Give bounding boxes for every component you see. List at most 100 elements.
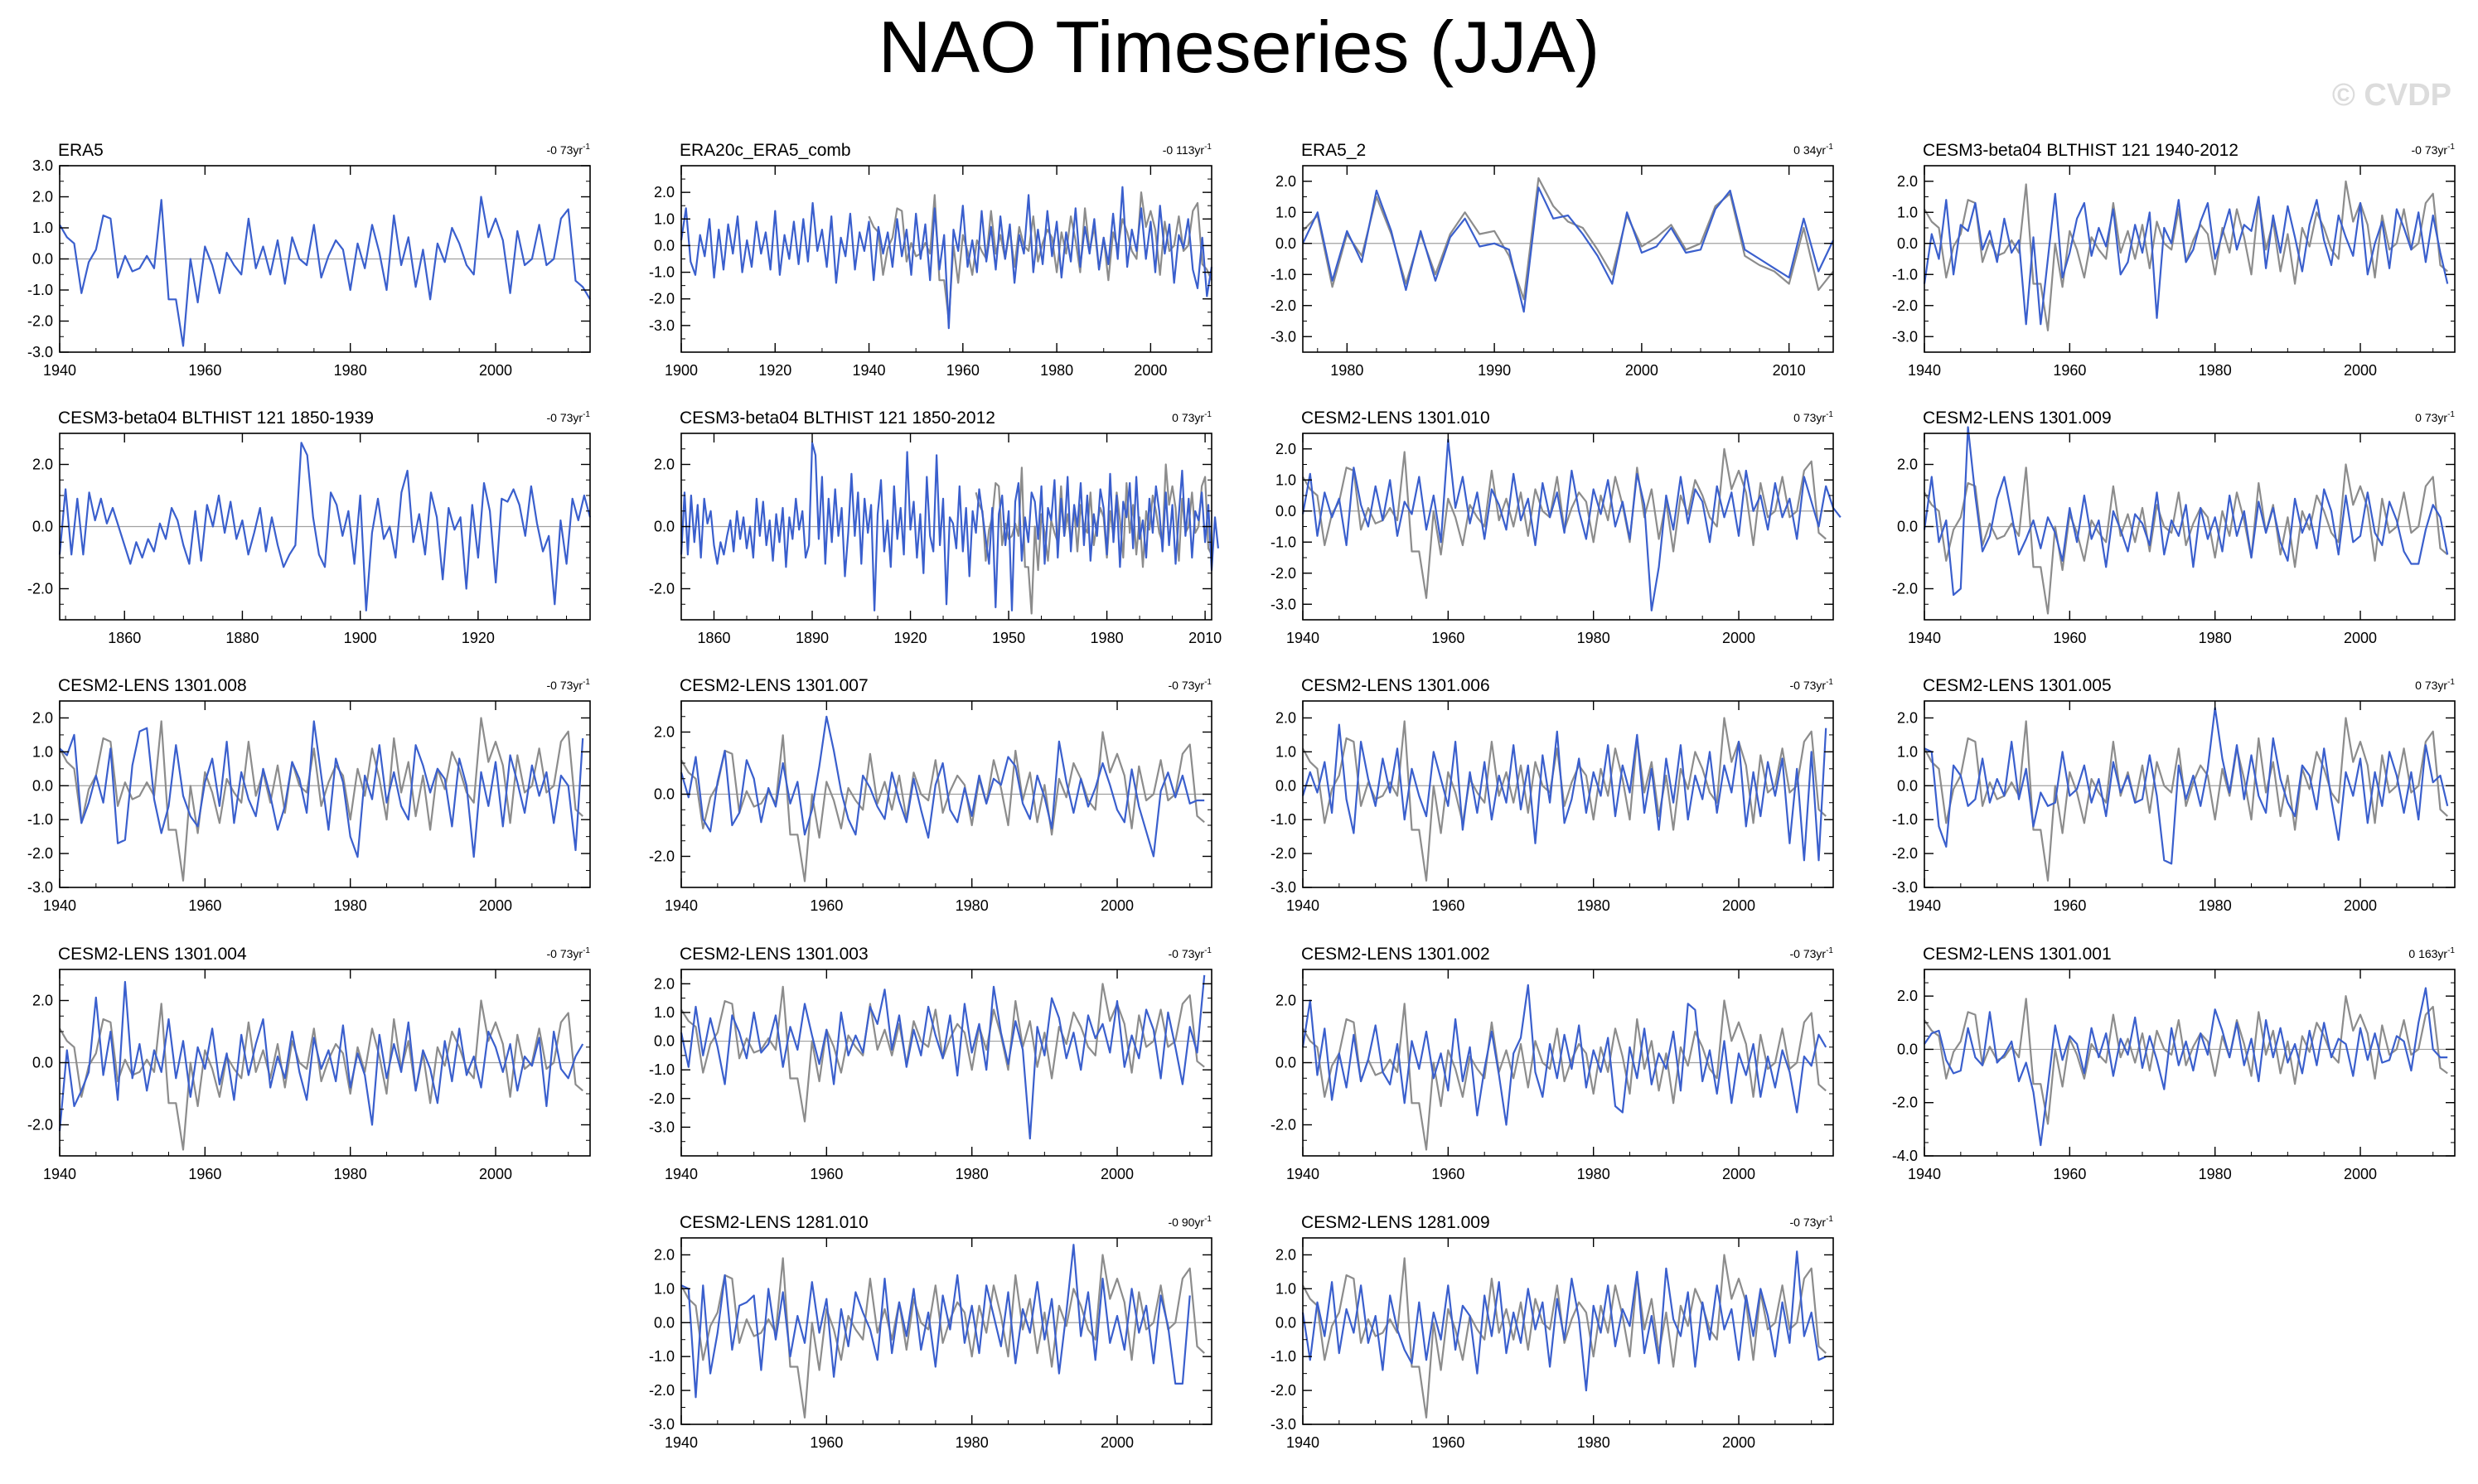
y-tick-label: -2.0 bbox=[1270, 297, 1296, 314]
x-tick-label: 1990 bbox=[1478, 362, 1511, 379]
y-tick-label: 0.0 bbox=[32, 777, 53, 794]
y-tick-label: 1.0 bbox=[654, 1004, 675, 1021]
series-line-observation bbox=[680, 983, 1205, 1123]
x-tick-label: 1980 bbox=[956, 1166, 989, 1182]
y-tick-label: -3.0 bbox=[1270, 596, 1296, 612]
series-line-model bbox=[58, 980, 584, 1132]
series-line-observation bbox=[1302, 176, 1834, 301]
trend-label: -0 90yr-1 bbox=[1169, 1215, 1212, 1229]
panel-title: ERA20c_ERA5_comb bbox=[680, 141, 851, 160]
x-tick-label: 1920 bbox=[462, 630, 495, 646]
trend-label: -0 73yr-1 bbox=[1790, 678, 1834, 692]
y-tick-label: 2.0 bbox=[32, 993, 53, 1009]
y-tick-label: 1.0 bbox=[1275, 743, 1296, 760]
y-tick-label: -2.0 bbox=[1270, 1382, 1296, 1399]
plot-frame bbox=[1924, 165, 2456, 353]
y-tick-label: 3.0 bbox=[32, 157, 53, 174]
panel-title: CESM3-beta04 BLTHIST 121 1850-2012 bbox=[680, 408, 995, 428]
x-tick-label: 1860 bbox=[697, 630, 730, 646]
y-tick-label: -1.0 bbox=[1270, 534, 1296, 550]
series-line-model bbox=[680, 974, 1206, 1140]
x-tick-label: 1980 bbox=[1577, 1434, 1610, 1451]
y-tick-label: 2.0 bbox=[1275, 709, 1296, 726]
panel-title: CESM2-LENS 1301.008 bbox=[58, 676, 247, 695]
x-tick-label: 1980 bbox=[2199, 362, 2232, 379]
y-tick-label: -2.0 bbox=[1892, 581, 1918, 597]
y-tick-label: 2.0 bbox=[1897, 173, 1918, 190]
panel-title: CESM2-LENS 1301.005 bbox=[1923, 676, 2112, 695]
x-tick-label: 2000 bbox=[1722, 897, 1755, 914]
trend-label: 0 73yr-1 bbox=[1793, 410, 1833, 424]
y-tick-label: 2.0 bbox=[1275, 993, 1296, 1009]
panel-18: CESM2-LENS 1281.009 -0 73yr-1 1940 1960 1980… bbox=[1270, 1213, 1834, 1451]
y-tick-label: -2.0 bbox=[1892, 845, 1918, 862]
x-tick-label: 1980 bbox=[1577, 630, 1610, 646]
plot-frame bbox=[680, 1237, 1212, 1425]
x-tick-label: 1960 bbox=[810, 897, 843, 914]
series-line-model bbox=[1924, 987, 2448, 1147]
panel-1: ERA5 -0 73yr-1 1940 1960 1980 2000 3.0 2.0 1.0 0.… bbox=[27, 141, 591, 379]
x-tick-label: 2000 bbox=[1722, 1166, 1755, 1182]
series-line-model bbox=[680, 186, 1213, 330]
x-tick-label: 1980 bbox=[1330, 362, 1363, 379]
y-tick-label: -1.0 bbox=[649, 1061, 675, 1078]
y-tick-label: 1.0 bbox=[1275, 1280, 1296, 1297]
x-tick-label: 2000 bbox=[479, 362, 512, 379]
x-tick-label: 1960 bbox=[1431, 1166, 1464, 1182]
x-tick-label: 2000 bbox=[2344, 630, 2377, 646]
series-line-model bbox=[59, 720, 584, 858]
y-tick-label: 2.0 bbox=[1897, 988, 1918, 1004]
y-tick-label: 2.0 bbox=[654, 457, 675, 473]
trend-label: 0 163yr-1 bbox=[2408, 946, 2455, 960]
panel-title: CESM2-LENS 1301.010 bbox=[1301, 408, 1490, 428]
x-tick-label: 1960 bbox=[188, 897, 221, 914]
y-tick-label: -1.0 bbox=[649, 1348, 675, 1365]
x-tick-label: 2000 bbox=[1134, 362, 1167, 379]
y-tick-label: 1.0 bbox=[32, 220, 53, 236]
y-tick-label: -2.0 bbox=[1270, 845, 1296, 862]
series-line-observation bbox=[1302, 1254, 1827, 1419]
panel-8: CESM2-LENS 1301.009 0 73yr-1 1940 1960 1980 2… bbox=[1892, 408, 2456, 646]
series-line-model bbox=[1301, 984, 1827, 1126]
x-tick-label: 1950 bbox=[992, 630, 1025, 646]
trend-label: -0 73yr-1 bbox=[1790, 946, 1834, 960]
x-tick-label: 1960 bbox=[2053, 630, 2086, 646]
panel-16: CESM2-LENS 1301.001 0 163yr-1 1940 1960 1980… bbox=[1892, 945, 2456, 1182]
y-tick-label: 1.0 bbox=[654, 210, 675, 227]
series-line-observation bbox=[1302, 717, 1827, 882]
x-tick-label: 1960 bbox=[2053, 362, 2086, 379]
y-tick-label: -2.0 bbox=[649, 291, 675, 307]
plot-frame bbox=[680, 165, 1212, 353]
y-tick-label: 0.0 bbox=[1897, 1041, 1918, 1057]
y-tick-label: -3.0 bbox=[649, 317, 675, 334]
series-line-model bbox=[1301, 1250, 1827, 1392]
panel-title: CESM2-LENS 1301.006 bbox=[1301, 676, 1490, 695]
x-tick-label: 1960 bbox=[2053, 897, 2086, 914]
x-tick-label: 2010 bbox=[1188, 630, 1222, 646]
x-tick-label: 2000 bbox=[1722, 630, 1755, 646]
series-line-model bbox=[1301, 438, 1842, 611]
series-line-observation bbox=[1302, 999, 1827, 1151]
y-tick-label: -1.0 bbox=[1892, 266, 1918, 283]
y-tick-label: 0.0 bbox=[654, 237, 675, 254]
y-tick-label: 2.0 bbox=[32, 457, 53, 473]
plot-frame bbox=[59, 700, 591, 888]
trend-label: 0 34yr-1 bbox=[1793, 143, 1833, 157]
x-tick-label: 1940 bbox=[1286, 897, 1319, 914]
x-tick-label: 2000 bbox=[2344, 1166, 2377, 1182]
x-tick-label: 2000 bbox=[1101, 1166, 1134, 1182]
y-tick-label: -1.0 bbox=[27, 282, 53, 298]
y-tick-label: -1.0 bbox=[27, 811, 53, 828]
x-tick-label: 1980 bbox=[2199, 897, 2232, 914]
x-tick-label: 1980 bbox=[334, 362, 367, 379]
x-tick-label: 1940 bbox=[853, 362, 886, 379]
x-tick-label: 1980 bbox=[956, 897, 989, 914]
panel-title: CESM2-LENS 1301.001 bbox=[1923, 945, 2112, 964]
y-tick-label: 2.0 bbox=[1275, 173, 1296, 190]
y-tick-label: 2.0 bbox=[654, 724, 675, 741]
x-tick-label: 1940 bbox=[1286, 630, 1319, 646]
panel-2: ERA20c_ERA5_comb -0 113yr-1 1900 1920 1940 19… bbox=[649, 141, 1213, 379]
series-line-model bbox=[58, 442, 592, 611]
plot-frame bbox=[1302, 1237, 1834, 1425]
